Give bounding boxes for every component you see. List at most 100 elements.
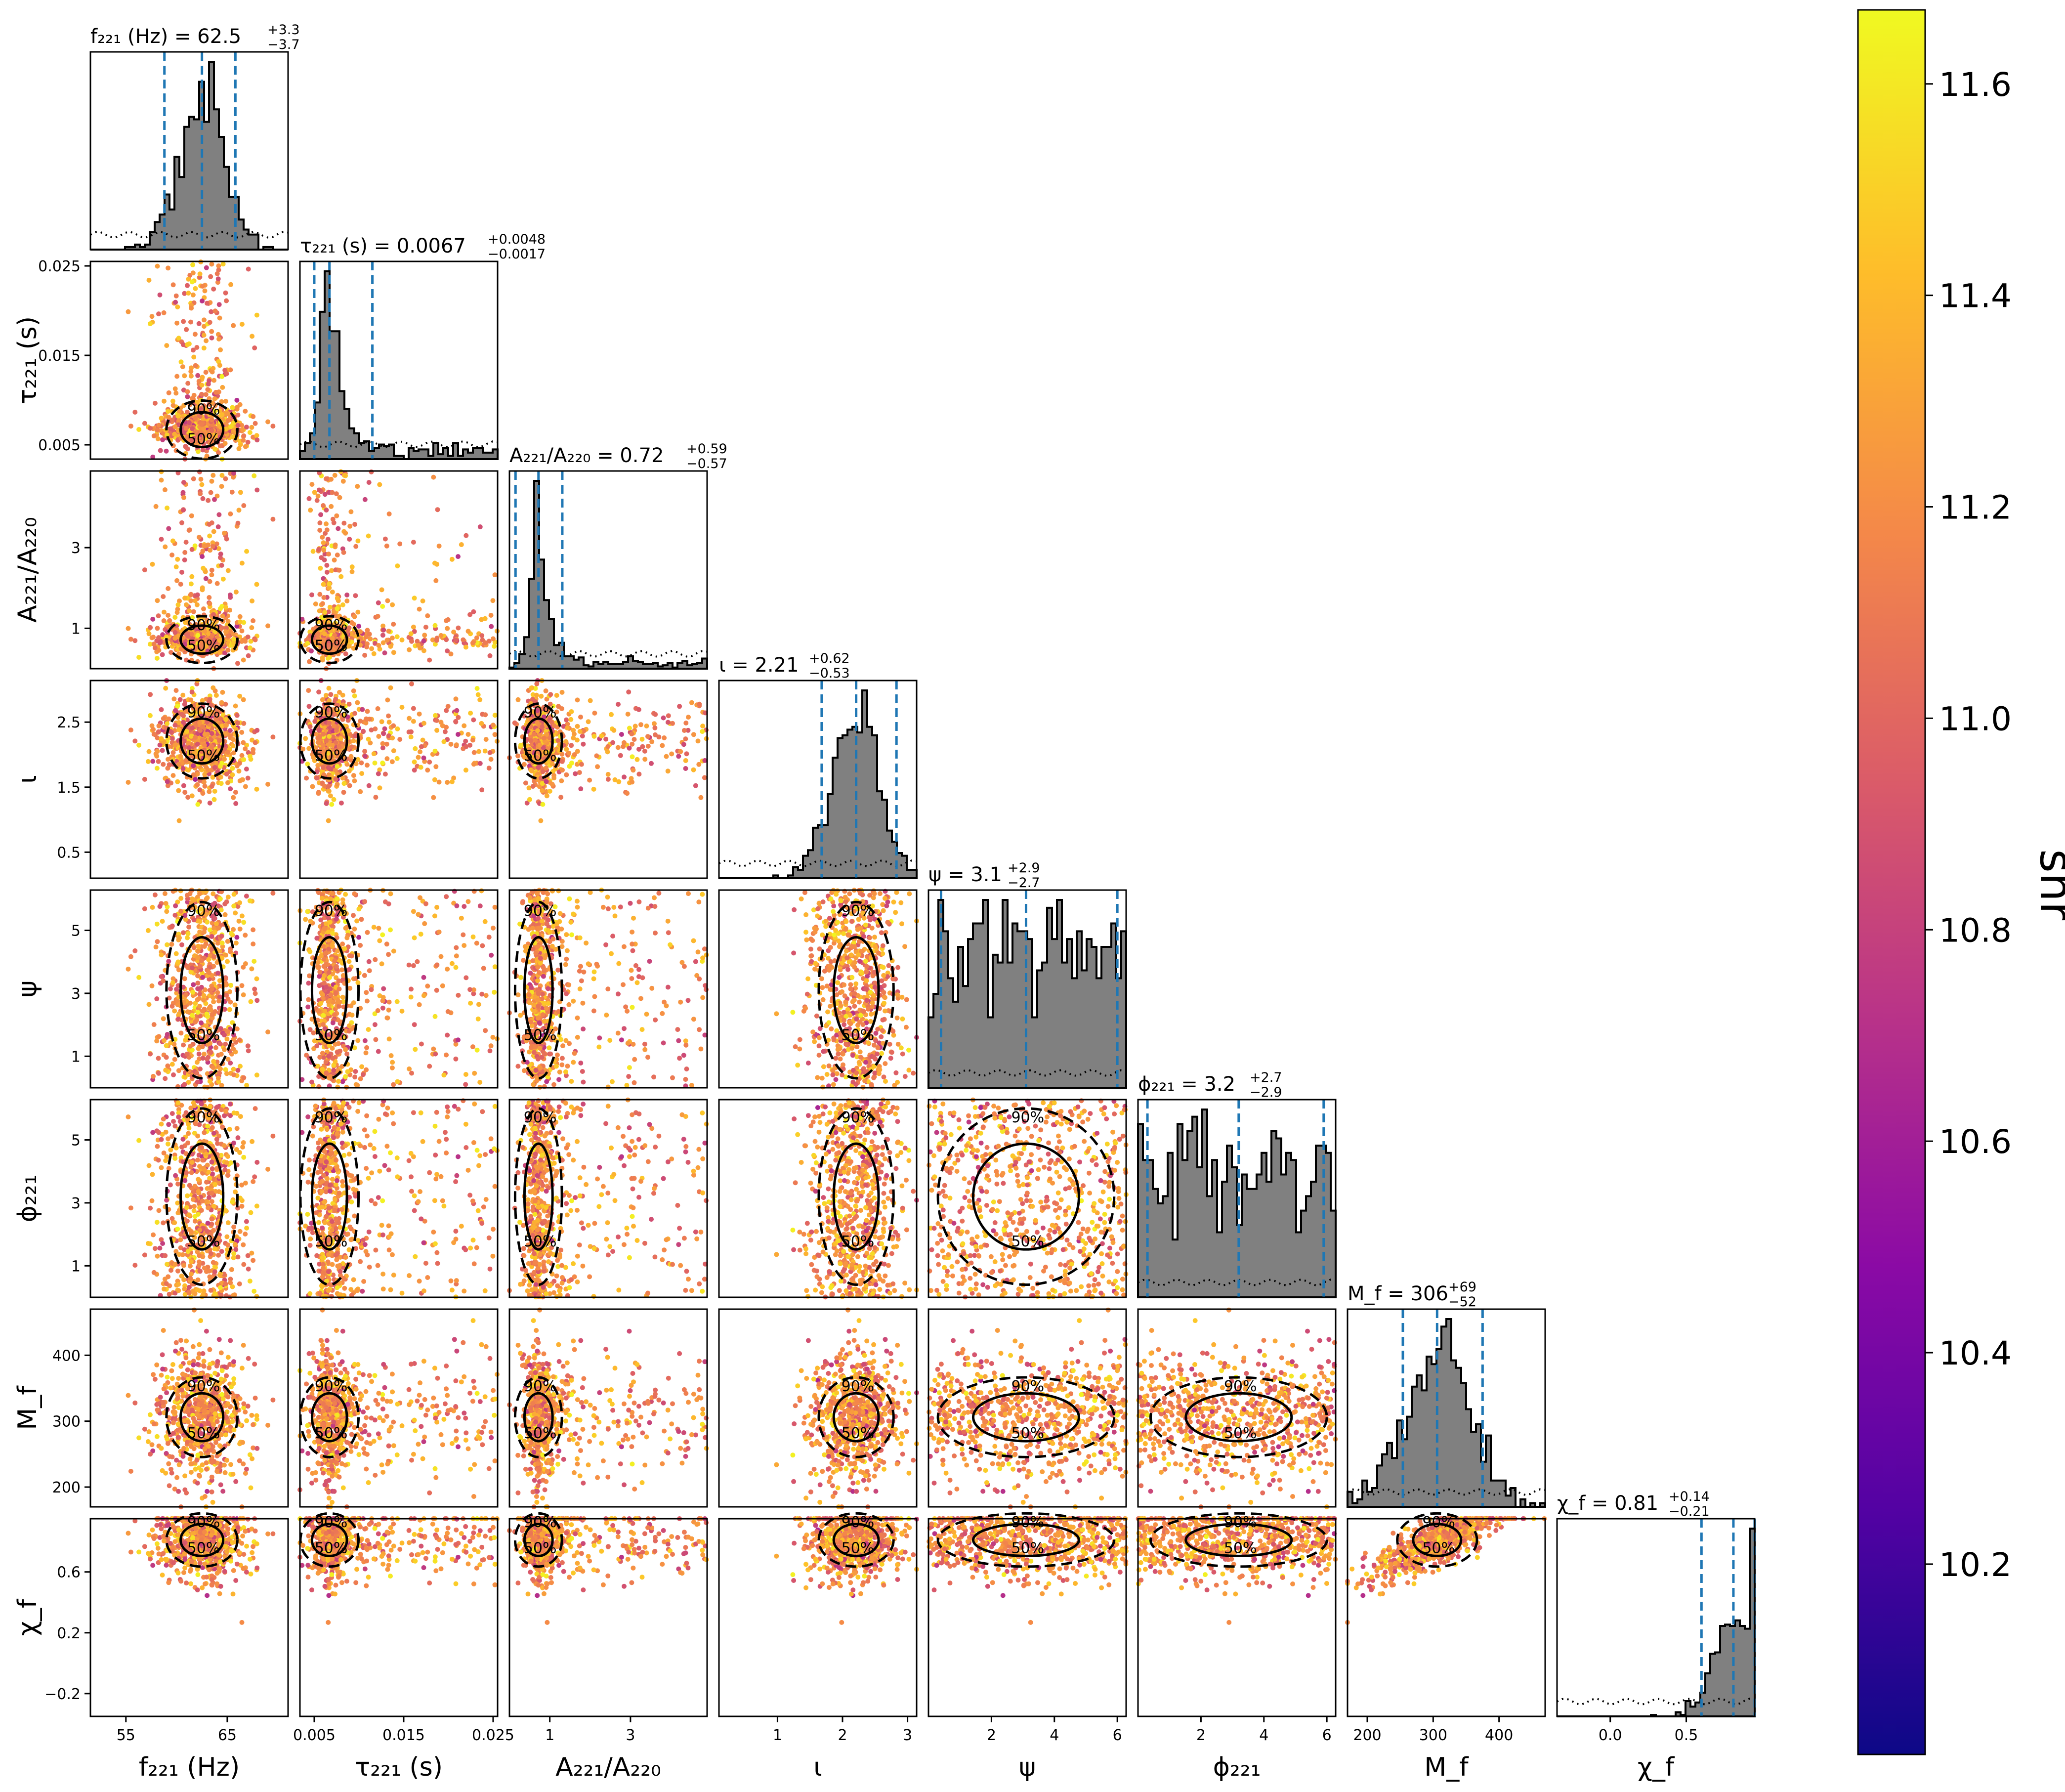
panel-title-lower: −3.7	[267, 37, 300, 52]
scatter-point	[211, 891, 216, 896]
scatter-point	[518, 742, 523, 748]
scatter-point	[394, 634, 400, 640]
scatter-point	[202, 783, 208, 789]
scatter-point	[182, 790, 188, 795]
scatter-point	[243, 746, 248, 752]
scatter-point	[239, 628, 245, 634]
scatter-point	[652, 725, 658, 730]
scatter-point	[559, 759, 565, 764]
scatter-point	[379, 719, 384, 725]
scatter-point	[126, 780, 131, 785]
scatter-point	[471, 750, 477, 755]
scatter-point	[217, 315, 222, 321]
scatter-point	[168, 426, 173, 431]
scatter-point	[382, 726, 387, 731]
scatter-point	[186, 276, 191, 282]
scatter-point	[337, 495, 342, 500]
scatter-point	[212, 396, 217, 401]
scatter-point	[254, 976, 259, 981]
scatter-point	[329, 568, 335, 573]
scatter-point	[587, 777, 592, 783]
scatter-point	[316, 689, 322, 695]
scatter-point	[329, 476, 334, 482]
scatter-point	[483, 712, 488, 718]
scatter-point	[156, 1070, 161, 1076]
scatter-point	[193, 286, 198, 291]
scatter-point	[246, 653, 251, 658]
scatter-point	[270, 734, 276, 740]
scatter-point	[155, 436, 161, 441]
scatter-point	[265, 419, 271, 425]
scatter-point	[212, 789, 217, 794]
scatter-point	[316, 740, 322, 745]
scatter-point	[166, 390, 171, 395]
scatter-point	[254, 312, 259, 318]
scatter-point	[330, 589, 335, 595]
scatter-point	[223, 629, 228, 635]
scatter-point	[310, 549, 316, 554]
scatter-point	[241, 965, 246, 970]
scatter-point	[183, 540, 189, 545]
scatter-point	[627, 745, 632, 751]
scatter-point	[197, 535, 202, 540]
scatter-point	[254, 487, 260, 493]
scatter-point	[228, 786, 233, 792]
scatter-point	[353, 544, 359, 549]
scatter-point	[381, 627, 386, 633]
scatter-point	[622, 774, 627, 780]
scatter-point	[216, 512, 222, 517]
scatter-point	[156, 729, 161, 734]
scatter-point	[341, 550, 346, 555]
scatter-point	[467, 612, 473, 617]
scatter-point	[305, 762, 310, 767]
scatter-point	[360, 707, 365, 712]
scatter-point	[488, 613, 494, 618]
scatter-point	[346, 768, 352, 774]
scatter-point	[200, 1044, 205, 1050]
scatter-point	[218, 774, 223, 780]
scatter-point	[388, 643, 393, 649]
scatter-point	[463, 738, 468, 744]
scatter-point	[228, 282, 234, 287]
scatter-point	[224, 899, 229, 904]
scatter-point	[652, 721, 657, 726]
scatter-point	[223, 1041, 228, 1047]
scatter-point	[166, 415, 171, 420]
scatter-point	[683, 721, 689, 725]
scatter-point	[231, 903, 237, 909]
scatter-point	[209, 986, 214, 992]
scatter-point	[407, 716, 412, 721]
scatter-point	[549, 781, 555, 787]
scatter-point	[384, 638, 390, 643]
panel-frame	[89, 51, 289, 251]
scatter-point	[225, 780, 230, 785]
y-tick-label: 1	[71, 620, 81, 638]
scatter-point	[126, 309, 131, 314]
scatter-point	[178, 582, 183, 587]
scatter-point	[397, 541, 403, 547]
scatter-point	[581, 741, 586, 747]
scatter-point	[235, 412, 241, 418]
scatter-point	[158, 640, 163, 644]
scatter-point	[334, 513, 339, 518]
scatter-point	[148, 426, 153, 431]
scatter-point	[207, 320, 212, 325]
panel-title-upper: +0.62	[809, 651, 850, 666]
scatter-point	[193, 777, 198, 782]
scatter-point	[492, 643, 497, 649]
scatter-point	[573, 771, 578, 776]
scatter-point	[173, 708, 178, 713]
scatter-point	[184, 1051, 190, 1057]
scatter-point	[306, 496, 312, 501]
scatter-point	[172, 636, 178, 641]
scatter-point	[149, 983, 155, 988]
scatter-point	[245, 1043, 251, 1049]
scatter-point	[445, 617, 451, 622]
scatter-point	[465, 629, 471, 634]
scatter-point	[200, 496, 206, 501]
scatter-point	[162, 891, 168, 896]
scatter-point	[165, 942, 170, 947]
scatter-point	[186, 420, 192, 426]
scatter-point	[594, 753, 599, 759]
